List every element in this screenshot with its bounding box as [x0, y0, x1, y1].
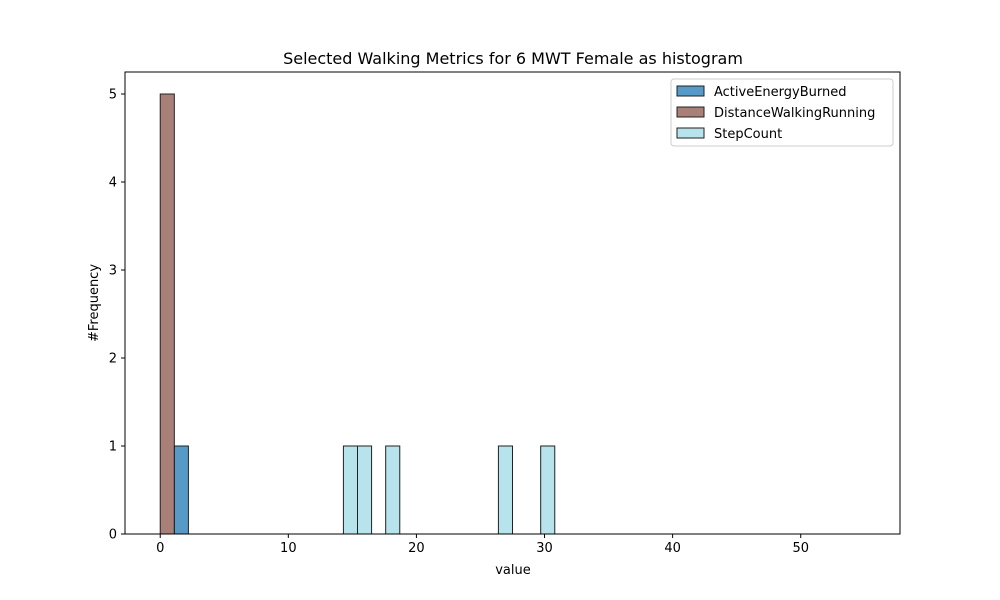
legend-swatch-StepCount	[676, 127, 705, 139]
legend-swatch-ActiveEnergyBurned	[676, 85, 705, 97]
legend-label-DistanceWalkingRunning: DistanceWalkingRunning	[714, 106, 875, 121]
bar-StepCount-1	[357, 445, 373, 535]
x-tick-label-20: 20	[408, 541, 425, 556]
x-tick-label-10: 10	[280, 541, 297, 556]
bar-StepCount-2	[385, 445, 401, 535]
y-axis-label: #Frequency	[87, 264, 102, 342]
bar-ActiveEnergyBurned-0	[173, 445, 189, 535]
legend-label-ActiveEnergyBurned: ActiveEnergyBurned	[714, 85, 847, 100]
chart-title: Selected Walking Metrics for 6 MWT Femal…	[283, 49, 743, 68]
x-tick-label-50: 50	[792, 541, 809, 556]
bar-StepCount-4	[540, 445, 556, 535]
y-tick-label-0: 0	[109, 528, 117, 543]
bar-DistanceWalkingRunning-0	[159, 93, 175, 535]
legend-box	[670, 78, 894, 147]
x-tick-label-40: 40	[664, 541, 681, 556]
y-tick-label-5: 5	[109, 88, 117, 103]
plot-frame	[124, 71, 901, 535]
legend-swatch-DistanceWalkingRunning	[676, 106, 705, 118]
y-tick-label-2: 2	[109, 352, 117, 367]
x-tick-label-30: 30	[536, 541, 553, 556]
plot-area	[159, 93, 865, 535]
x-axis-label: value	[495, 563, 531, 578]
bar-StepCount-0	[342, 445, 358, 535]
bar-StepCount-3	[497, 445, 513, 535]
axes: 0 10 20 30 40 50 0 1 2 3 4 5	[109, 71, 901, 556]
y-tick-label-3: 3	[109, 264, 117, 279]
legend-label-StepCount: StepCount	[714, 127, 782, 142]
y-tick-label-4: 4	[109, 176, 117, 191]
y-tick-label-1: 1	[109, 440, 117, 455]
x-tick-label-0: 0	[156, 541, 164, 556]
legend: ActiveEnergyBurned DistanceWalkingRunning…	[670, 78, 894, 147]
